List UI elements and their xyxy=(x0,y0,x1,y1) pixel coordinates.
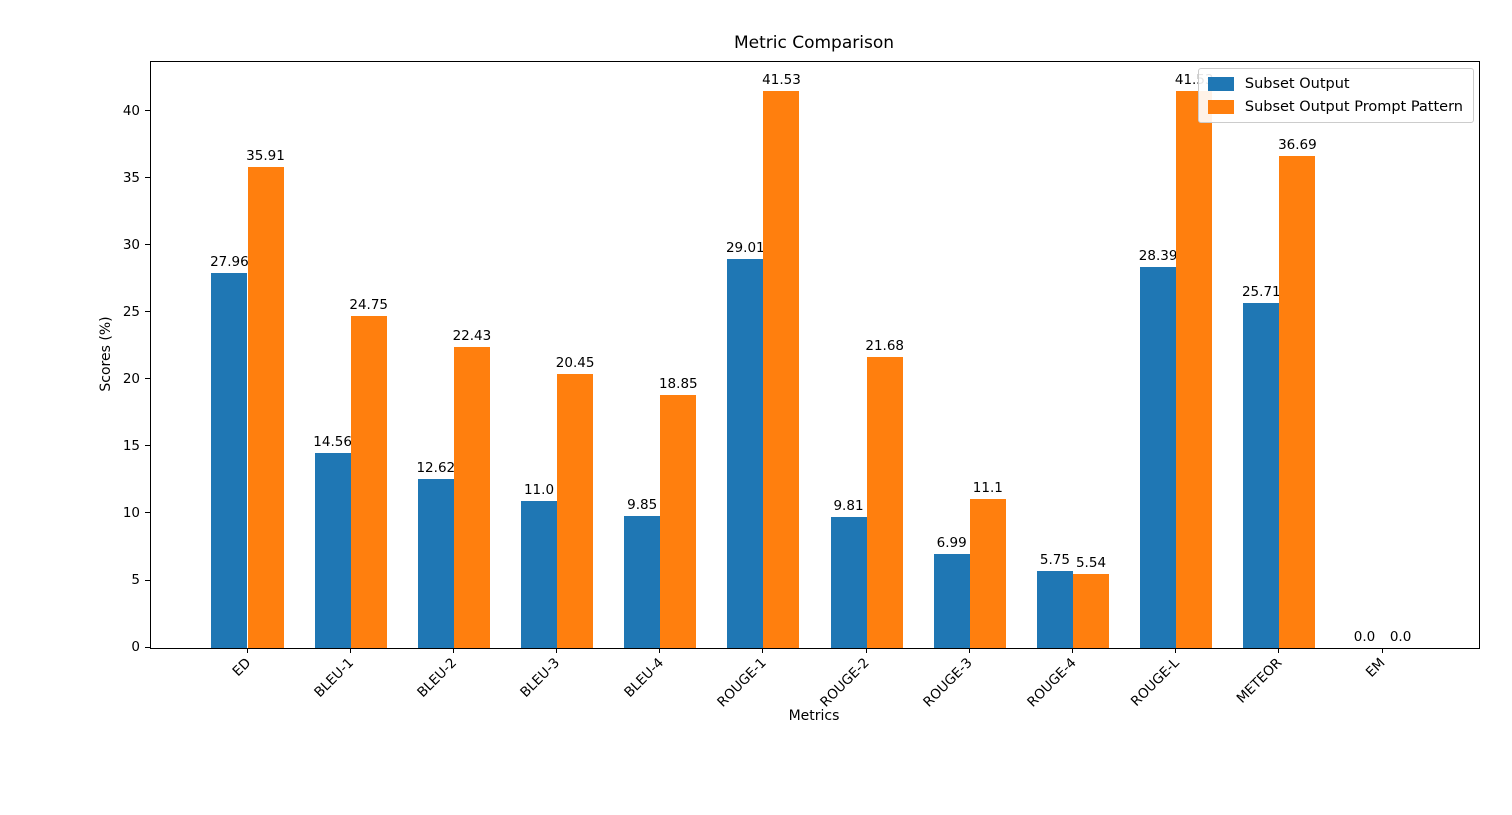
x-tick-label-rouge-4: ROUGE-4 xyxy=(1023,655,1080,711)
bar-rouge-2-series-1 xyxy=(866,357,903,648)
bar-value-bleu-2-series-0: 12.62 xyxy=(416,459,456,476)
y-tick-0 xyxy=(145,646,150,648)
bar-value-rouge-3-series-1: 11.1 xyxy=(972,480,1003,497)
bar-value-bleu-3-series-1: 20.45 xyxy=(555,354,595,371)
bar-value-rouge-2-series-1: 21.68 xyxy=(865,338,905,355)
x-tick-label-meteor: METEOR xyxy=(1234,655,1286,707)
y-tick-label-25: 25 xyxy=(122,303,140,320)
bar-rouge-4-series-1 xyxy=(1073,573,1110,648)
x-tick-bleu-4 xyxy=(659,648,661,653)
legend-label-subset-output: Subset Output xyxy=(1244,76,1350,92)
y-tick-label-0: 0 xyxy=(131,639,140,655)
x-tick-label-rouge-1: ROUGE-1 xyxy=(714,655,770,711)
bar-value-em-series-0: 0.0 xyxy=(1353,629,1376,645)
bar-value-rouge-4-series-0: 5.75 xyxy=(1039,551,1070,568)
y-tick-label-10: 10 xyxy=(122,504,140,521)
bar-value-meteor-series-1: 36.69 xyxy=(1278,137,1317,153)
bar-rouge-1-series-0 xyxy=(727,259,764,648)
bar-rouge-2-series-0 xyxy=(830,516,867,648)
bar-value-em-series-1: 0.0 xyxy=(1389,629,1412,645)
bar-value-rouge-1-series-1: 41.53 xyxy=(762,72,801,89)
x-tick-rouge-1 xyxy=(762,648,764,653)
y-tick-label-5: 5 xyxy=(131,572,140,588)
x-tick-rouge-3 xyxy=(968,648,970,653)
bar-value-rouge-1-series-0: 29.01 xyxy=(725,240,765,256)
bar-bleu-2-series-1 xyxy=(453,347,490,648)
bar-rouge-l-series-0 xyxy=(1140,267,1177,648)
x-tick-label-rouge-3: ROUGE-3 xyxy=(920,655,977,711)
x-tick-bleu-1 xyxy=(349,648,351,653)
bar-bleu-3-series-1 xyxy=(557,373,594,648)
x-tick-meteor xyxy=(1278,648,1280,653)
x-tick-label-bleu-1: BLEU-1 xyxy=(311,655,358,701)
bar-bleu-1-series-1 xyxy=(350,316,387,648)
plot-area: Subset Output Subset Output Prompt Patte… xyxy=(150,61,1480,649)
x-tick-em xyxy=(1381,648,1383,653)
y-tick-15 xyxy=(145,445,150,447)
legend-swatch-subset-output-prompt-pattern xyxy=(1207,100,1234,114)
bar-rouge-4-series-0 xyxy=(1036,570,1073,648)
x-tick-bleu-2 xyxy=(452,648,454,653)
bar-value-ed-series-0: 27.96 xyxy=(210,254,249,271)
y-tick-35 xyxy=(145,177,150,179)
bar-ed-series-0 xyxy=(211,273,248,648)
bar-value-bleu-4-series-1: 18.85 xyxy=(658,376,698,393)
x-tick-label-em: EM xyxy=(1363,655,1389,681)
bar-bleu-1-series-0 xyxy=(314,452,351,648)
y-tick-10 xyxy=(145,512,150,514)
y-tick-25 xyxy=(145,311,150,313)
x-tick-ed xyxy=(246,648,248,653)
bar-rouge-l-series-1 xyxy=(1176,91,1213,648)
x-tick-label-bleu-2: BLEU-2 xyxy=(414,655,461,701)
bar-value-bleu-4-series-0: 9.85 xyxy=(627,496,658,513)
bar-bleu-3-series-0 xyxy=(520,500,557,648)
bar-value-bleu-2-series-1: 22.43 xyxy=(452,328,492,345)
legend: Subset Output Subset Output Prompt Patte… xyxy=(1197,68,1474,123)
bar-value-rouge-l-series-0: 28.39 xyxy=(1138,248,1178,265)
x-tick-label-rouge-l: ROUGE-L xyxy=(1127,655,1183,710)
x-tick-rouge-2 xyxy=(865,648,867,653)
bar-bleu-2-series-0 xyxy=(417,478,454,648)
bar-value-rouge-3-series-0: 6.99 xyxy=(936,535,967,552)
y-tick-label-35: 35 xyxy=(122,169,140,186)
legend-item-subset-output: Subset Output xyxy=(1207,76,1463,92)
bar-value-bleu-1-series-1: 24.75 xyxy=(349,297,389,314)
bar-meteor-series-0 xyxy=(1243,303,1280,648)
bar-value-bleu-1-series-0: 14.56 xyxy=(313,433,352,450)
bar-value-rouge-4-series-1: 5.54 xyxy=(1075,554,1107,571)
chart-title: Metric Comparison xyxy=(733,33,895,53)
bar-rouge-3-series-0 xyxy=(933,554,970,648)
y-tick-40 xyxy=(145,110,150,112)
y-tick-label-20: 20 xyxy=(122,370,140,387)
legend-label-subset-output-prompt-pattern: Subset Output Prompt Pattern xyxy=(1244,99,1463,115)
bar-rouge-1-series-1 xyxy=(763,91,800,648)
bar-value-ed-series-1: 35.91 xyxy=(246,147,285,164)
bar-value-bleu-3-series-0: 11.0 xyxy=(523,481,555,498)
x-tick-label-ed: ED xyxy=(229,655,254,680)
bar-value-rouge-2-series-0: 9.81 xyxy=(833,497,864,514)
x-tick-rouge-l xyxy=(1175,648,1177,653)
y-tick-30 xyxy=(145,244,150,246)
bar-ed-series-1 xyxy=(247,166,284,648)
x-tick-bleu-3 xyxy=(556,648,557,653)
legend-swatch-subset-output xyxy=(1207,77,1234,91)
bar-bleu-4-series-0 xyxy=(624,515,661,648)
bar-bleu-4-series-1 xyxy=(660,395,697,648)
y-tick-20 xyxy=(145,378,150,380)
y-tick-label-30: 30 xyxy=(122,236,140,253)
x-tick-rouge-4 xyxy=(1072,648,1073,653)
legend-item-subset-output-prompt-pattern: Subset Output Prompt Pattern xyxy=(1207,99,1463,115)
x-tick-label-bleu-4: BLEU-4 xyxy=(620,655,667,701)
x-tick-label-bleu-3: BLEU-3 xyxy=(517,655,564,701)
y-tick-5 xyxy=(145,579,150,581)
y-tick-label-40: 40 xyxy=(122,102,140,119)
y-tick-label-15: 15 xyxy=(122,437,140,454)
bar-value-meteor-series-0: 25.71 xyxy=(1241,284,1281,301)
x-tick-label-rouge-2: ROUGE-2 xyxy=(817,655,873,711)
bar-meteor-series-1 xyxy=(1279,156,1316,648)
bar-rouge-3-series-1 xyxy=(969,499,1006,648)
x-axis-label: Metrics xyxy=(788,708,840,724)
